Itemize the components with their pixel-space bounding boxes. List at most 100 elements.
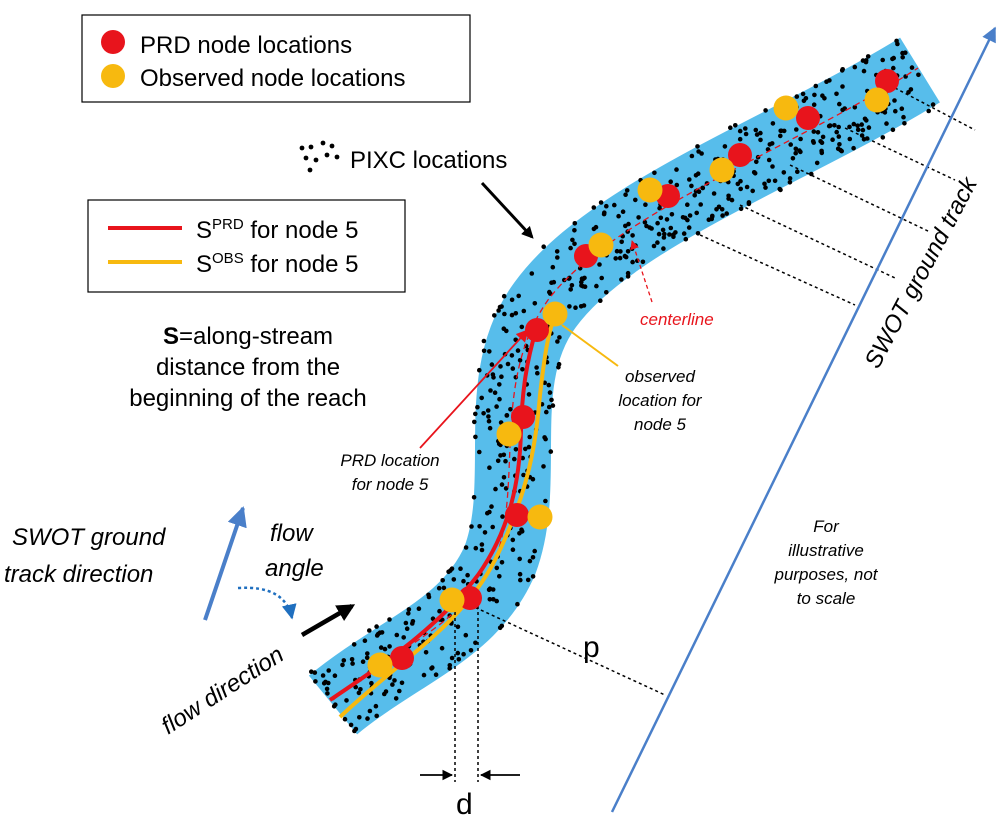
pixc-point xyxy=(891,65,896,71)
pixc-point xyxy=(309,669,314,674)
pixc-point xyxy=(689,153,695,159)
pixc-point xyxy=(401,635,407,640)
pixc-point xyxy=(594,283,599,289)
pixc-point xyxy=(570,237,575,243)
pixc-point xyxy=(685,217,690,223)
pixc-point xyxy=(461,578,466,584)
pixc-point xyxy=(729,197,735,203)
pixc-point xyxy=(642,219,648,225)
pixc-point xyxy=(326,668,332,673)
pixc-legend-icon xyxy=(299,140,340,173)
pixc-point xyxy=(722,144,728,149)
pixc-point xyxy=(801,98,807,104)
pixc-point xyxy=(794,94,800,99)
pixc-point xyxy=(696,149,701,154)
pixc-point xyxy=(781,170,787,175)
pixc-point xyxy=(790,156,796,161)
pixc-point xyxy=(473,411,478,417)
flow-angle-line1: flow xyxy=(270,520,314,547)
obs-node xyxy=(439,587,465,613)
pixc-point xyxy=(836,134,842,139)
pixc-point xyxy=(387,617,392,622)
pixc-point xyxy=(568,245,573,251)
pixc-point xyxy=(367,628,372,633)
pixc-point xyxy=(647,225,652,230)
pixc-point xyxy=(738,178,743,184)
prd-label-line2: for node 5 xyxy=(352,475,429,494)
pixc-point xyxy=(525,577,531,583)
pixc-point xyxy=(526,392,532,397)
pixc-point xyxy=(744,184,750,190)
pixc-point xyxy=(656,231,662,237)
pixc-point xyxy=(830,137,835,142)
pixc-point xyxy=(332,673,338,678)
obs-node xyxy=(588,232,614,258)
pixc-point xyxy=(534,365,539,370)
pixc-point xyxy=(800,91,806,97)
pixc-point xyxy=(754,159,759,165)
flow-angle-line2: angle xyxy=(265,555,324,582)
pixc-point xyxy=(884,121,889,126)
pixc-point xyxy=(754,132,760,137)
pixc-point xyxy=(719,207,725,212)
obs-node xyxy=(367,652,393,678)
pixc-point xyxy=(364,655,370,661)
pixc-point xyxy=(495,458,501,464)
pixc-point xyxy=(618,249,623,254)
pixc-point xyxy=(855,123,860,128)
prd-pointer xyxy=(419,329,529,449)
pixc-point xyxy=(822,96,827,101)
pixc-point xyxy=(652,170,657,176)
pixc-point xyxy=(909,65,915,70)
observed-label-line1: observed xyxy=(625,367,695,386)
pixc-point xyxy=(847,124,852,130)
pixc-point xyxy=(519,324,525,330)
pixc-point xyxy=(893,108,898,114)
pixc-point xyxy=(668,179,673,184)
obs-node xyxy=(709,157,735,183)
pixc-point xyxy=(695,171,701,176)
pixc-point xyxy=(548,449,554,454)
pixc-point xyxy=(840,84,845,89)
pixc-point xyxy=(543,498,548,504)
pixc-point xyxy=(517,556,522,562)
legend-s-prd: SPRD for node 5 xyxy=(196,216,358,244)
pixc-point xyxy=(393,696,399,701)
pixc-point xyxy=(313,679,318,684)
pixc-point xyxy=(770,121,776,126)
prd-node xyxy=(525,318,549,342)
pixc-point xyxy=(494,565,500,571)
p-label: p xyxy=(583,631,600,664)
pixc-point xyxy=(390,682,395,687)
pixc-point xyxy=(499,374,504,380)
pixc-point xyxy=(554,249,560,254)
pixc-point xyxy=(612,202,617,208)
pixc-point xyxy=(794,127,799,132)
pixc-point xyxy=(320,673,326,678)
pixc-point xyxy=(505,361,511,367)
pixc-point xyxy=(751,170,757,175)
pixc-point xyxy=(499,482,505,487)
pixc-point xyxy=(720,213,725,218)
pixc-point xyxy=(686,225,692,230)
definition-line3: beginning of the reach xyxy=(129,385,367,412)
pixc-point xyxy=(421,672,427,678)
pixc-point xyxy=(497,625,503,631)
pixc-point xyxy=(562,277,567,283)
pixc-point xyxy=(728,125,733,130)
pixc-point xyxy=(834,91,839,97)
flow-angle-arc xyxy=(237,586,297,620)
pixc-point xyxy=(593,224,599,230)
pixc-point xyxy=(349,657,355,662)
pixc-point xyxy=(513,447,519,452)
pixc-point xyxy=(439,645,445,651)
pixc-point xyxy=(463,632,469,638)
pixc-point xyxy=(619,277,624,282)
pixc-point xyxy=(733,123,738,128)
prd-node xyxy=(796,106,820,130)
pixc-point xyxy=(556,365,561,370)
pixc-point xyxy=(455,650,461,656)
flow-direction-arrow xyxy=(300,604,356,637)
pixc-point xyxy=(472,419,477,425)
pixc-point xyxy=(573,305,578,311)
